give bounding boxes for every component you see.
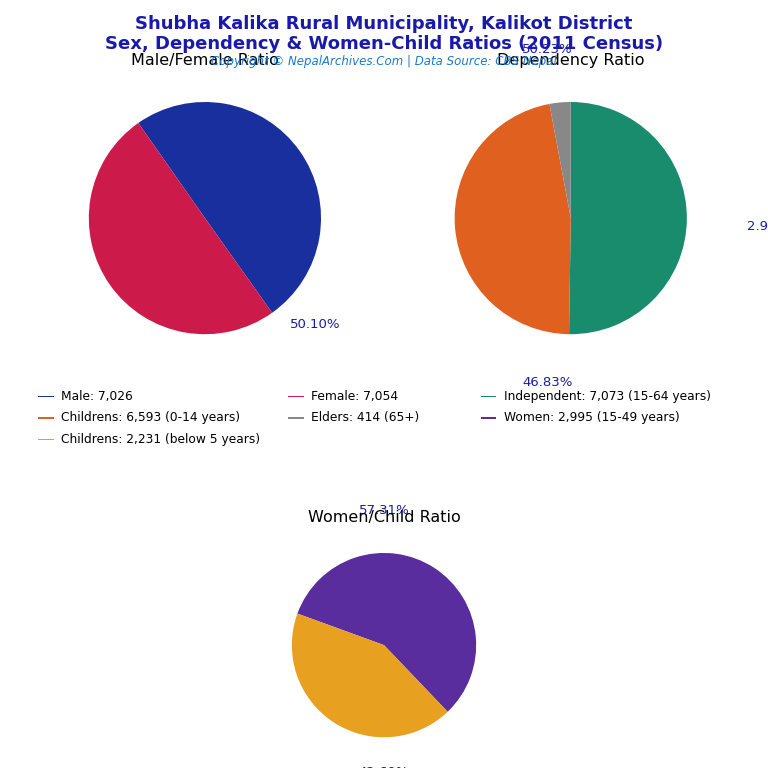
Bar [38, 417, 54, 419]
Title: Male/Female Ratio: Male/Female Ratio [131, 53, 279, 68]
Text: 2.94%: 2.94% [747, 220, 768, 233]
Text: 57.31%: 57.31% [359, 504, 409, 517]
Bar [481, 417, 496, 419]
Text: Copyright © NepalArchives.Com | Data Source: CBS Nepal: Copyright © NepalArchives.Com | Data Sou… [211, 55, 557, 68]
Bar [288, 396, 303, 397]
Wedge shape [549, 102, 571, 218]
Wedge shape [292, 614, 448, 737]
Text: Childrens: 2,231 (below 5 years): Childrens: 2,231 (below 5 years) [61, 433, 260, 446]
Text: 50.23%: 50.23% [522, 43, 573, 55]
Text: Male: 7,026: Male: 7,026 [61, 389, 132, 402]
Text: 42.69%: 42.69% [359, 766, 409, 768]
Bar [38, 439, 54, 440]
Bar [481, 396, 496, 397]
Text: Elders: 414 (65+): Elders: 414 (65+) [311, 412, 419, 425]
Text: Independent: 7,073 (15-64 years): Independent: 7,073 (15-64 years) [504, 389, 710, 402]
Wedge shape [89, 123, 272, 334]
Bar [38, 396, 54, 397]
Text: Sex, Dependency & Women-Child Ratios (2011 Census): Sex, Dependency & Women-Child Ratios (20… [105, 35, 663, 52]
Wedge shape [297, 553, 476, 712]
Title: Women/Child Ratio: Women/Child Ratio [308, 510, 460, 525]
Text: Shubha Kalika Rural Municipality, Kalikot District: Shubha Kalika Rural Municipality, Kaliko… [135, 15, 633, 33]
Title: Dependency Ratio: Dependency Ratio [497, 53, 644, 68]
Text: 46.83%: 46.83% [522, 376, 573, 389]
Wedge shape [569, 102, 687, 334]
Bar [288, 417, 303, 419]
Text: Female: 7,054: Female: 7,054 [311, 389, 398, 402]
Text: Women: 2,995 (15-49 years): Women: 2,995 (15-49 years) [504, 412, 680, 425]
Text: 50.10%: 50.10% [290, 319, 340, 332]
Text: Childrens: 6,593 (0-14 years): Childrens: 6,593 (0-14 years) [61, 412, 240, 425]
Wedge shape [138, 102, 321, 313]
Wedge shape [455, 104, 571, 334]
